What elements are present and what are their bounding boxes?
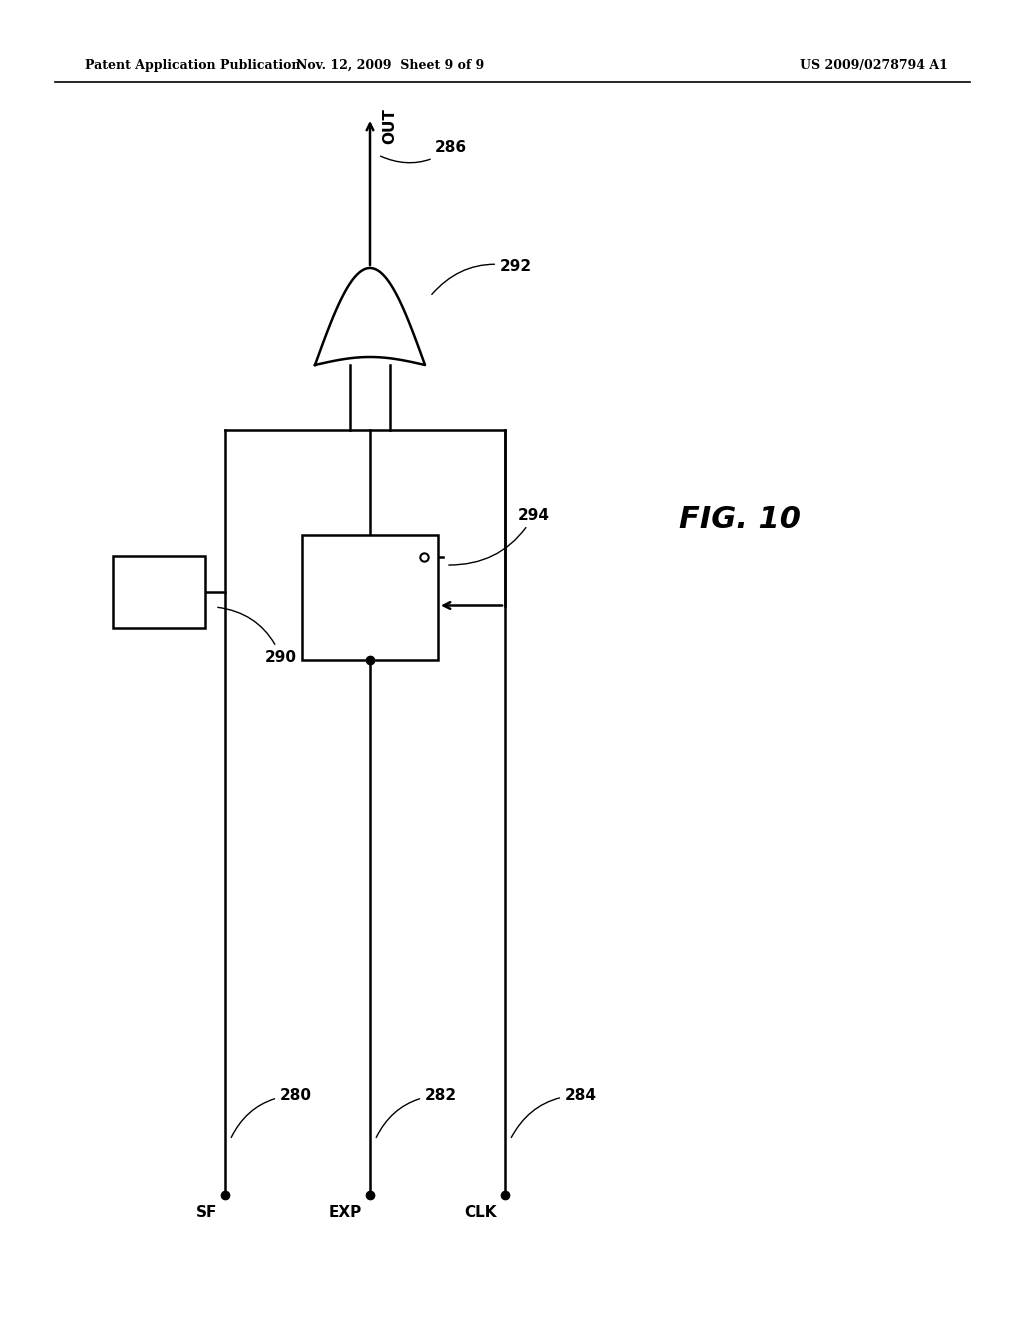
Text: 292: 292 [432,259,532,294]
Text: SF: SF [196,1205,217,1220]
Text: Patent Application Publication: Patent Application Publication [85,58,300,71]
Text: 280: 280 [231,1088,312,1138]
Text: 294: 294 [449,507,550,565]
Text: Nov. 12, 2009  Sheet 9 of 9: Nov. 12, 2009 Sheet 9 of 9 [296,58,484,71]
Text: GENERATOR: GENERATOR [325,603,415,616]
Text: CLK: CLK [465,1205,497,1220]
Text: 282: 282 [376,1088,457,1138]
Text: T: T [315,639,325,653]
Text: 286: 286 [381,140,467,162]
Bar [113,556,205,628]
Text: OUT: OUT [382,108,397,144]
Text: EXP: EXP [329,1205,362,1220]
Text: 290: 290 [218,607,297,664]
Text: 284: 284 [511,1088,597,1138]
Text: PULSE: PULSE [346,581,394,594]
Bar [302,535,438,660]
Text: FIG. 10: FIG. 10 [679,506,801,535]
Polygon shape [315,268,425,366]
Text: US 2009/0278794 A1: US 2009/0278794 A1 [800,58,948,71]
Text: CUT: CUT [142,585,176,599]
